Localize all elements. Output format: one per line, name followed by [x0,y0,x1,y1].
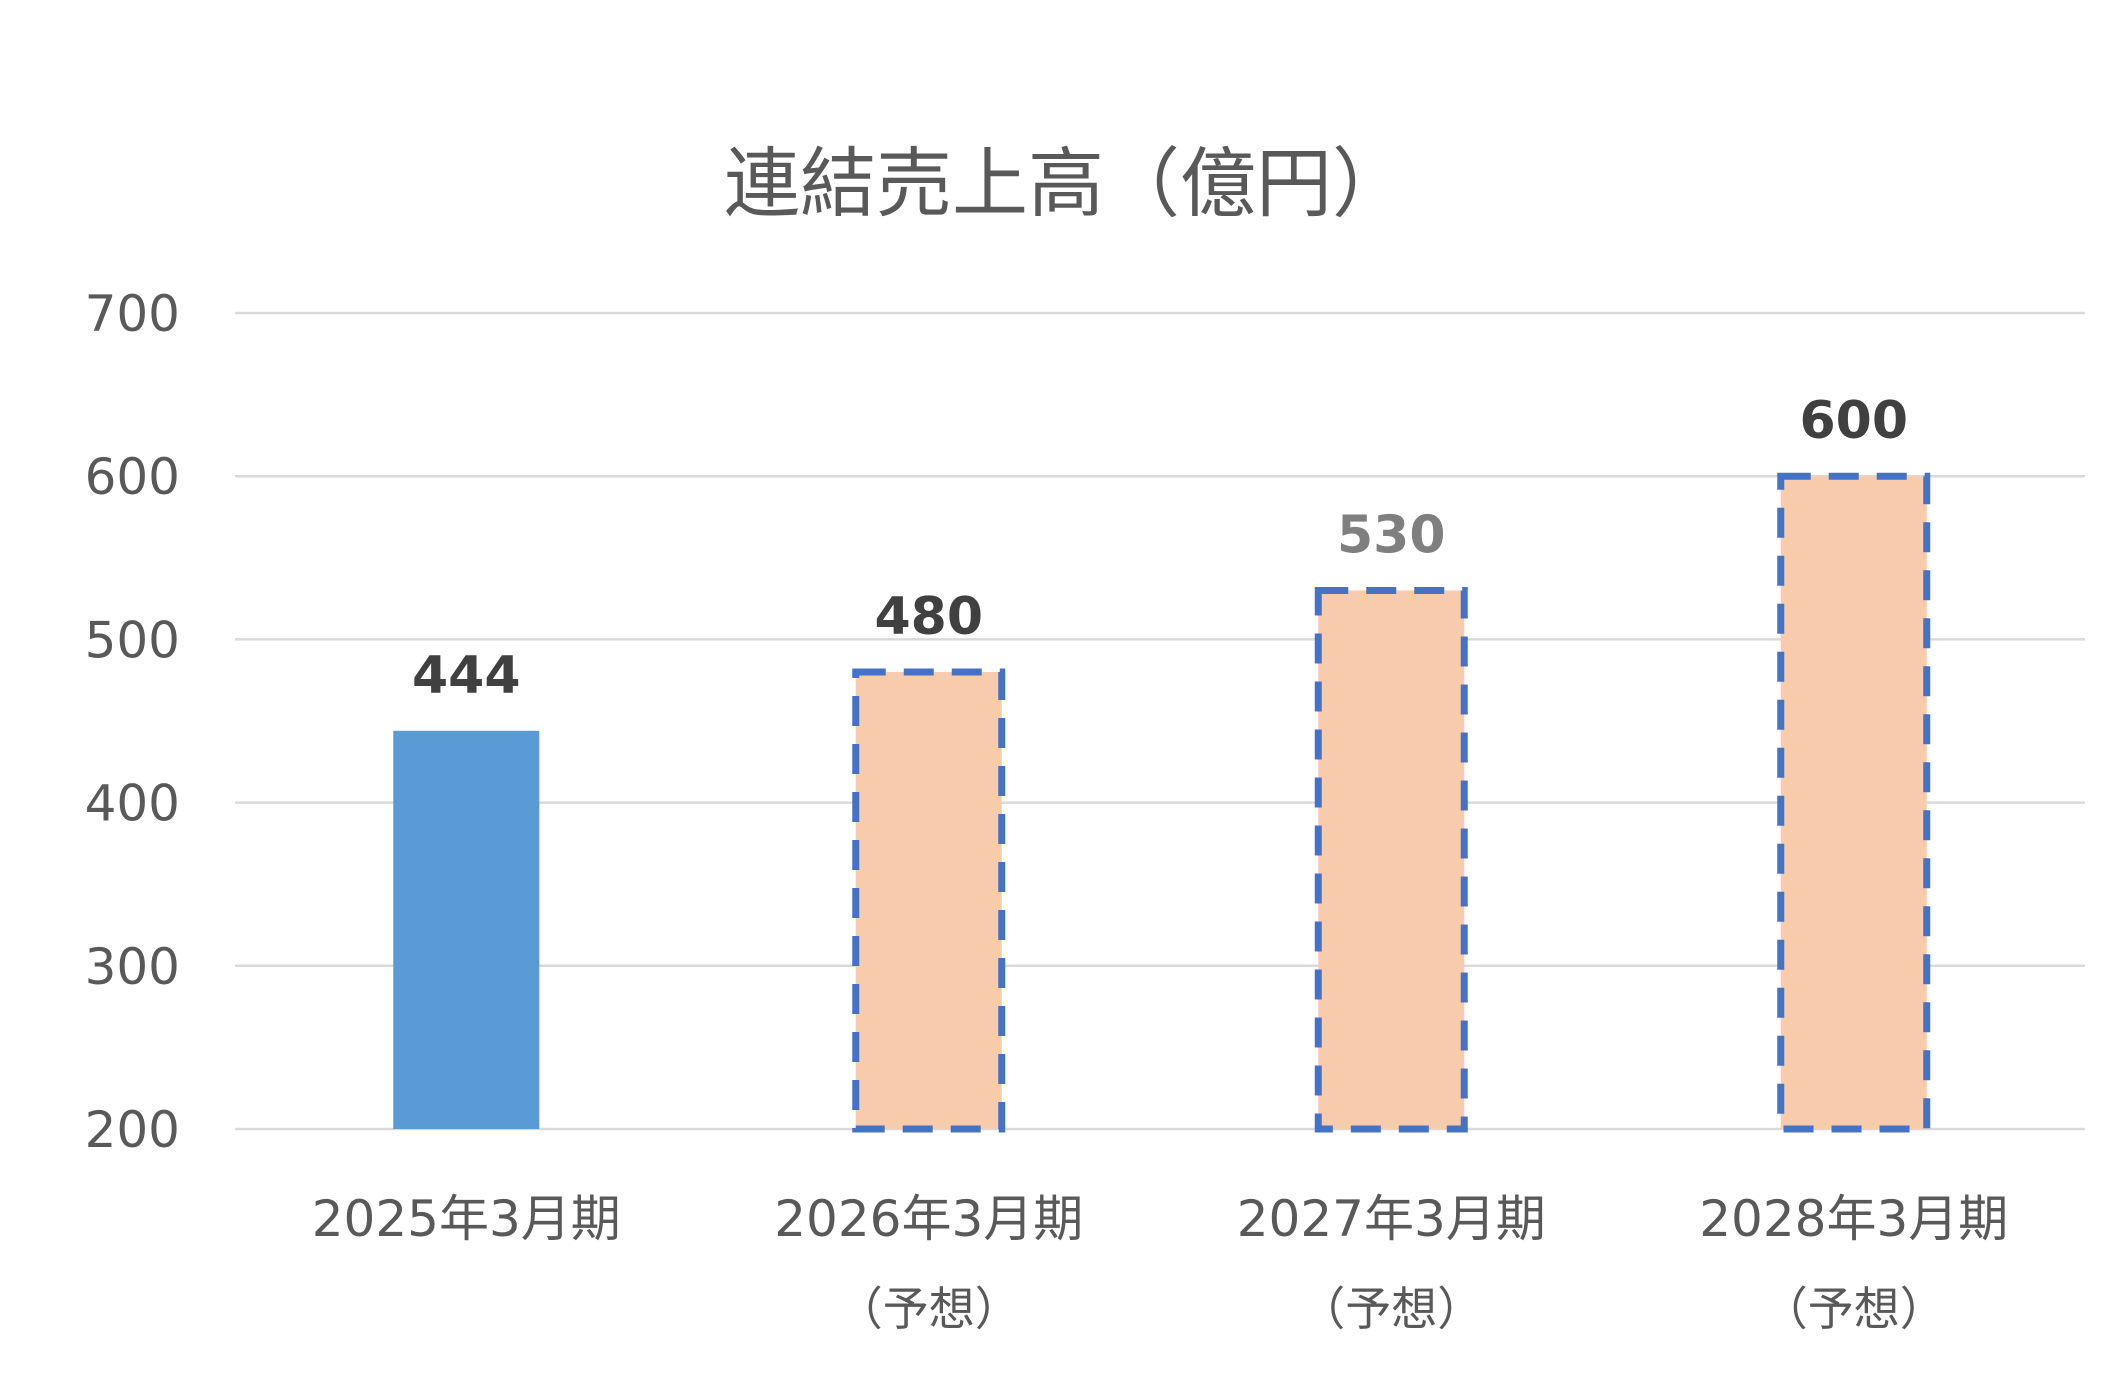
y-tick-label: 500 [85,611,180,669]
y-axis-ticks: 200 300 400 500 600 700 [85,285,180,1159]
bar-0 [393,730,540,1129]
x-axis-ticks: 2025年3月期 2026年3月期 （予想） 2027年3月期 （予想） 2028年3月期… [312,1190,2009,1336]
bar-3 [1777,472,1931,1133]
data-label-0: 444 [412,646,521,706]
x-tick-label-1: 2026年3月期 [774,1190,1083,1248]
x-tick-label-3: 2028年3月期 [1699,1190,2008,1248]
bar-1 [852,668,1006,1133]
data-label-2: 530 [1337,505,1446,565]
bars [393,472,1931,1133]
x-tick-sublabel-3: （予想） [1762,1282,1946,1336]
y-tick-label: 600 [85,448,180,506]
y-tick-label: 200 [85,1101,180,1159]
data-labels: 444 480 530 600 [412,391,1908,706]
grid-lines [235,311,2085,1131]
y-tick-label: 300 [85,938,180,996]
x-tick-sublabel-1: （予想） [837,1282,1021,1336]
chart-title: 連結売上高（億円） [724,139,1408,228]
data-label-3: 600 [1799,391,1908,451]
data-label-1: 480 [874,587,983,647]
x-tick-label-2: 2027年3月期 [1237,1190,1546,1248]
bar-2 [1314,586,1468,1133]
x-tick-sublabel-2: （予想） [1299,1282,1483,1336]
x-tick-label-0: 2025年3月期 [312,1190,621,1248]
y-tick-label: 400 [85,775,180,833]
y-tick-label: 700 [85,285,180,343]
